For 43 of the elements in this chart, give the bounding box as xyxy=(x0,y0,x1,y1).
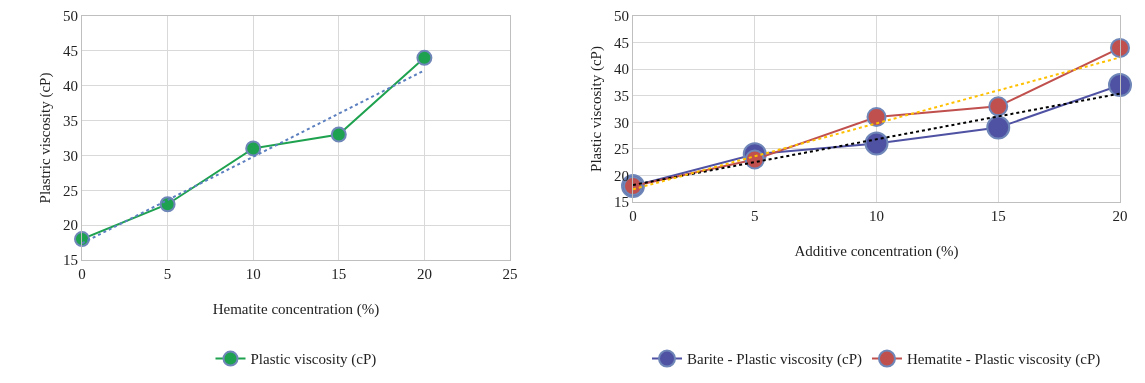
x-tick-label: 10 xyxy=(245,266,261,282)
x-axis-title: Additive concentration (%) xyxy=(794,243,959,260)
x-tick-label: 15 xyxy=(331,266,347,282)
y-tick-label: 30 xyxy=(63,147,78,164)
y-tick-label: 25 xyxy=(63,182,78,199)
y-tick-label: 50 xyxy=(63,8,78,25)
x-tick-label: 20 xyxy=(416,266,432,282)
y-tick-label: 15 xyxy=(63,252,78,269)
x-tick-label: 25 xyxy=(502,266,518,282)
point xyxy=(1110,37,1130,58)
legend-label: Plastic viscosity (cP) xyxy=(250,351,377,369)
y-tick-label: 30 xyxy=(614,114,629,131)
point xyxy=(159,196,176,213)
y-tick-label: 45 xyxy=(614,34,629,51)
y-tick-label: 15 xyxy=(614,194,629,211)
point xyxy=(1108,73,1132,98)
y-axis-title: Plastic viscosity (cP) xyxy=(588,46,606,172)
y-tick-label: 40 xyxy=(614,61,629,78)
x-tick-label: 20 xyxy=(1112,208,1128,224)
y-tick-label: 50 xyxy=(614,8,629,25)
y-tick-label: 35 xyxy=(63,112,78,129)
y-tick-label: 45 xyxy=(63,43,78,60)
point xyxy=(416,49,433,66)
legend-label: Hematite - Plastic viscosity (cP) xyxy=(906,351,1101,369)
y-axis-title: Plastric viscosity (cP) xyxy=(37,72,55,204)
x-tick-label: 0 xyxy=(78,266,86,282)
point xyxy=(988,96,1009,117)
x-tick-label: 10 xyxy=(869,208,884,224)
legend-label: Barite - Plastic viscosity (cP) xyxy=(687,351,862,369)
y-tick-label: 35 xyxy=(614,87,629,104)
x-tick-label: 5 xyxy=(163,266,172,282)
point xyxy=(864,131,889,156)
point xyxy=(986,115,1011,140)
point xyxy=(866,106,887,127)
y-tick-label: 25 xyxy=(614,141,629,158)
x-tick-label: 5 xyxy=(751,208,759,224)
x-tick-label: 15 xyxy=(990,208,1006,224)
x-tick-label: 0 xyxy=(629,208,637,224)
point xyxy=(245,140,262,157)
point xyxy=(330,126,347,143)
y-tick-label: 40 xyxy=(63,77,78,94)
x-axis-title: Hematite concentration (%) xyxy=(212,301,380,318)
y-tick-label: 20 xyxy=(614,167,629,184)
